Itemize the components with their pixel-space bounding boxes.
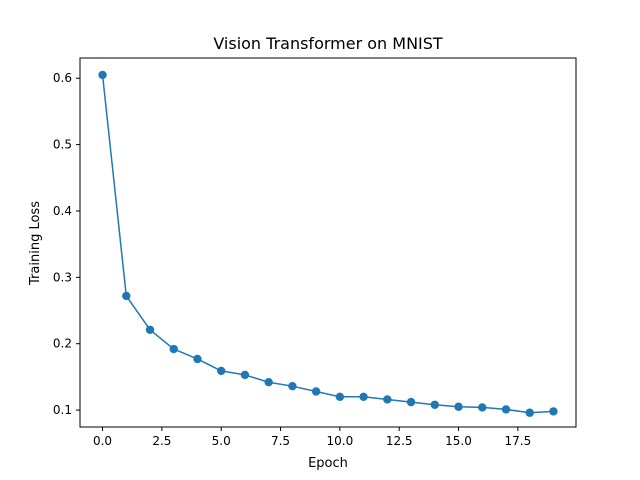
data-point [98,70,107,80]
data-point [169,344,178,354]
plot-background [80,58,576,427]
y-tick-label: 0.5 [53,138,72,152]
x-tick-label: 5.0 [212,434,231,448]
data-point [430,400,439,409]
y-tick-label: 0.1 [53,403,72,417]
x-tick-label: 17.5 [504,434,531,448]
data-point [525,408,534,417]
data-point [311,387,321,396]
y-tick-label: 0.2 [53,337,72,351]
data-point [145,325,155,334]
chart-title: Vision Transformer on MNIST [213,34,443,53]
x-tick-label: 7.5 [271,434,290,448]
y-tick-label: 0.6 [53,71,72,85]
data-point [264,378,273,387]
x-tick-label: 15.0 [445,434,472,448]
series-layer [98,70,558,417]
data-point [454,402,463,411]
axes-layer [79,57,577,428]
data-point [288,381,297,391]
x-tick-label: 12.5 [386,434,413,448]
x-tick-label: 2.5 [152,434,171,448]
data-point [193,354,202,364]
plot-area [80,58,576,427]
data-point [549,407,558,416]
y-axis-label: Training Loss [28,201,43,286]
plot-frame [79,57,577,428]
data-point [217,366,226,376]
data-point [122,291,131,301]
x-axis-ticks: 0.0 2.5 5.0 7.5 10.0 12.5 15.0 17.5 [93,427,531,448]
data-point [406,397,416,407]
y-tick-label: 0.4 [53,204,72,218]
data-point [359,392,368,401]
data-point [478,403,487,412]
data-point [240,370,250,380]
x-tick-label: 10.0 [327,434,354,448]
x-axis-label: Epoch [308,456,348,471]
data-point [383,395,392,404]
data-point [501,405,511,414]
y-tick-label: 0.3 [53,270,72,284]
x-tick-label: 0.0 [93,434,112,448]
data-point [335,392,345,401]
y-axis-ticks: 0.1 0.2 0.3 0.4 0.5 0.6 [53,71,80,417]
